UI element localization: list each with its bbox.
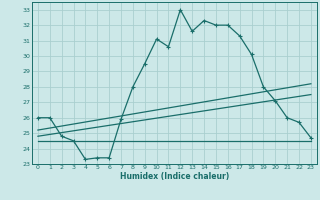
X-axis label: Humidex (Indice chaleur): Humidex (Indice chaleur)	[120, 172, 229, 181]
